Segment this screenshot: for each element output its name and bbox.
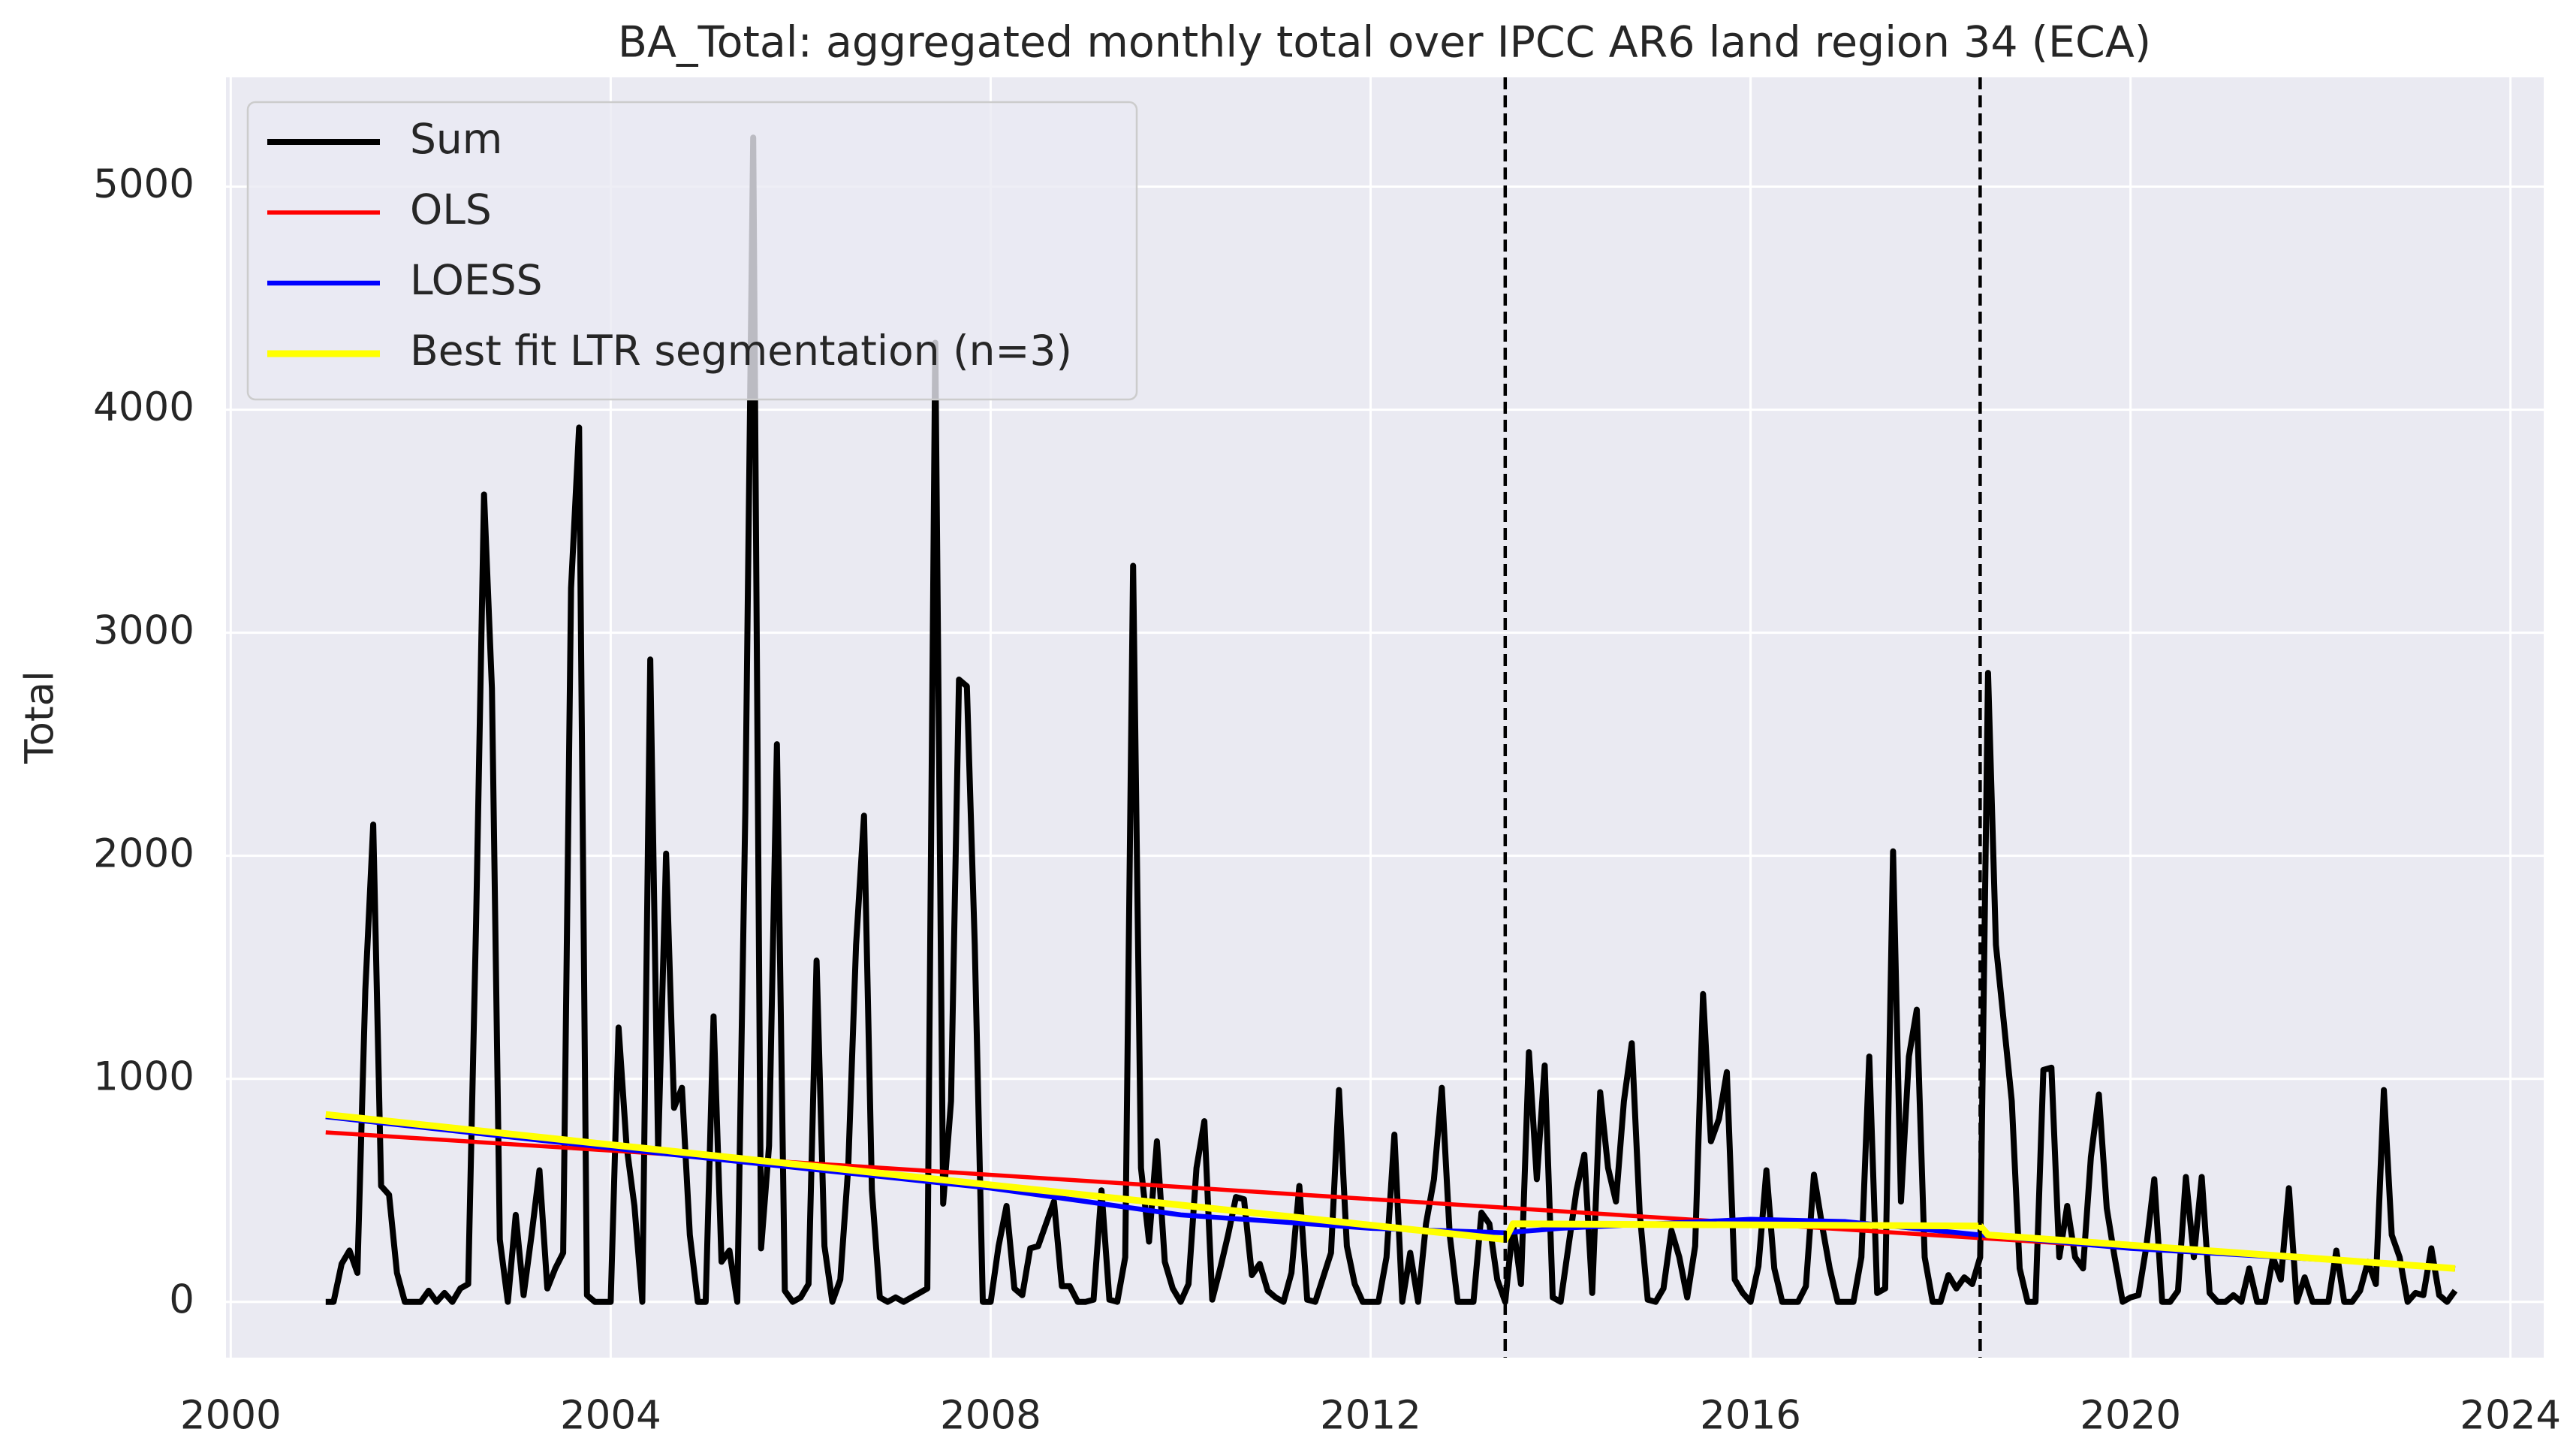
y-axis-label: Total — [17, 671, 63, 764]
x-tick-label: 2008 — [940, 1393, 1041, 1439]
x-tick-label: 2004 — [560, 1393, 661, 1439]
x-tick-label: 2012 — [1320, 1393, 1421, 1439]
y-tick-label: 2000 — [93, 831, 194, 876]
legend-label: Best fit LTR segmentation (n=3) — [410, 327, 1072, 375]
y-tick-label: 0 — [169, 1277, 194, 1322]
legend-label: LOESS — [410, 256, 543, 304]
x-tick-label: 2000 — [180, 1393, 282, 1439]
x-tick-label: 2024 — [2460, 1393, 2561, 1439]
legend: Sum OLS LOESS Best fit LTR segmentation (n=… — [246, 101, 1138, 401]
legend-label: OLS — [410, 185, 492, 234]
y-tick-label: 4000 — [93, 384, 194, 430]
legend-label: Sum — [410, 115, 502, 163]
series-line — [325, 1111, 2456, 1272]
lines — [325, 77, 2458, 1358]
x-tick-label: 2020 — [2080, 1393, 2181, 1439]
x-tick-label: 2016 — [1700, 1393, 1801, 1439]
y-tick-label: 3000 — [93, 607, 194, 653]
series-line — [325, 134, 2458, 1305]
legend-box — [246, 101, 1138, 401]
y-tick-label: 5000 — [93, 161, 194, 207]
chart-title: BA_Total: aggregated monthly total over … — [618, 18, 2151, 68]
y-tick-label: 1000 — [93, 1054, 194, 1099]
